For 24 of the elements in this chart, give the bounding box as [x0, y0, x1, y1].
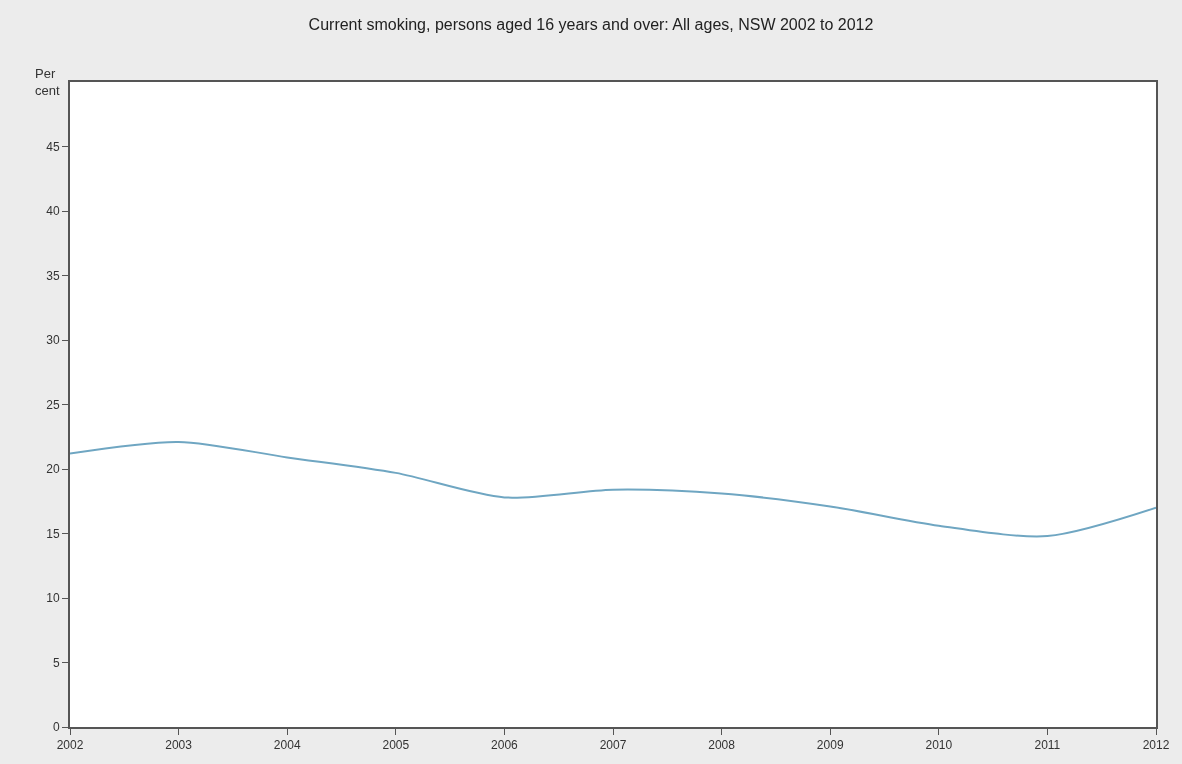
x-tick-label: 2011	[1034, 738, 1061, 753]
x-tick-label: 2007	[599, 738, 627, 753]
y-tick-label: 5	[52, 655, 60, 670]
y-tick-label: 45	[46, 139, 60, 154]
x-tick-label: 2006	[491, 738, 519, 753]
y-tick-label: 20	[46, 462, 60, 477]
line-series	[70, 440, 1156, 538]
chart-title: Current smoking, persons aged 16 years and over: All ages, NSW 2002 to 2012	[308, 16, 874, 34]
x-tick-label: 2009	[816, 738, 844, 753]
y-tick-label: 30	[46, 333, 60, 348]
x-tick-label: 2008	[708, 738, 736, 753]
y-tick-label: 40	[46, 204, 60, 219]
y-tick-label: 15	[46, 526, 60, 541]
y-tick-label: 35	[46, 268, 60, 283]
x-tick-label: 2012	[1142, 738, 1170, 753]
x-tick-label: 2004	[273, 738, 301, 753]
y-tick-label: 25	[46, 397, 60, 412]
x-tick-label: 2010	[925, 738, 953, 753]
x-tick-label: 2003	[165, 738, 193, 753]
x-tick-label: 2005	[382, 738, 410, 753]
y-axis-title: Per cent	[35, 66, 60, 98]
x-tick-label: 2002	[56, 738, 84, 753]
y-tick-label: 0	[52, 720, 60, 735]
y-tick-label: 10	[46, 591, 60, 606]
